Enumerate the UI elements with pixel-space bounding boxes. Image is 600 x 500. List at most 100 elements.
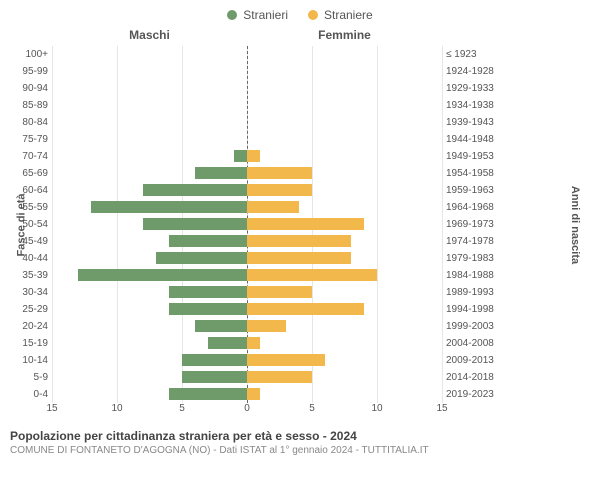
bar-left-container — [52, 182, 247, 199]
bar-right-container — [247, 131, 442, 148]
chart-row: 20-241999-2003 — [0, 318, 506, 335]
bars-cell — [52, 199, 442, 216]
bars-cell — [52, 301, 442, 318]
x-tick: 15 — [436, 403, 447, 414]
y-axis-label-right: Anni di nascita — [569, 185, 581, 263]
bar-female — [247, 303, 364, 315]
bars-cell — [52, 267, 442, 284]
chart-subtitle: COMUNE DI FONTANETO D'AGOGNA (NO) - Dati… — [10, 445, 590, 456]
x-tick: 5 — [179, 403, 185, 414]
age-label: 40-44 — [0, 253, 52, 264]
bar-female — [247, 184, 312, 196]
chart-row: 35-391984-1988 — [0, 267, 506, 284]
bar-right-container — [247, 301, 442, 318]
bar-male — [182, 354, 247, 366]
population-pyramid-chart: Stranieri Straniere Maschi Femmine Fasce… — [0, 0, 600, 500]
bar-right-container — [247, 199, 442, 216]
bar-right-container — [247, 165, 442, 182]
bars-cell — [52, 352, 442, 369]
age-label: 50-54 — [0, 219, 52, 230]
x-tick: 5 — [309, 403, 315, 414]
bars-cell — [52, 182, 442, 199]
chart-footer: Popolazione per cittadinanza straniera p… — [10, 429, 590, 456]
birth-year-label: 1979-1983 — [442, 253, 506, 264]
birth-year-label: 1974-1978 — [442, 236, 506, 247]
chart-row: 25-291994-1998 — [0, 301, 506, 318]
bar-female — [247, 269, 377, 281]
bar-female — [247, 337, 260, 349]
chart-title: Popolazione per cittadinanza straniera p… — [10, 429, 590, 443]
panel-titles: Maschi Femmine — [0, 28, 600, 42]
bar-male — [156, 252, 247, 264]
chart-row: 40-44 1979-1983 — [0, 250, 506, 267]
age-label: 15-19 — [0, 338, 52, 349]
birth-year-label: 2004-2008 — [442, 338, 506, 349]
bar-female — [247, 235, 351, 247]
bars-cell — [52, 335, 442, 352]
bar-female — [247, 354, 325, 366]
birth-year-label: 1929-1933 — [442, 83, 506, 94]
bar-left-container — [52, 131, 247, 148]
bar-male — [143, 218, 247, 230]
bar-left-container — [52, 284, 247, 301]
birth-year-label: 2009-2013 — [442, 355, 506, 366]
birth-year-label: 1924-1928 — [442, 66, 506, 77]
age-label: 95-99 — [0, 66, 52, 77]
bar-right-container — [247, 182, 442, 199]
birth-year-label: 1964-1968 — [442, 202, 506, 213]
bars-cell — [52, 148, 442, 165]
bars-cell — [52, 46, 442, 63]
chart-row: 50-541969-1973 — [0, 216, 506, 233]
bar-left-container — [52, 97, 247, 114]
age-label: 65-69 — [0, 168, 52, 179]
chart-row: 80-841939-1943 — [0, 114, 506, 131]
chart-row: 60-641959-1963 — [0, 182, 506, 199]
bar-right-container — [247, 46, 442, 63]
bars-cell — [52, 386, 442, 403]
age-label: 70-74 — [0, 151, 52, 162]
bars-cell — [52, 318, 442, 335]
bar-female — [247, 371, 312, 383]
bar-male — [143, 184, 247, 196]
bar-right-container — [247, 114, 442, 131]
age-label: 30-34 — [0, 287, 52, 298]
bars-cell — [52, 250, 442, 267]
bar-female — [247, 201, 299, 213]
bar-left-container — [52, 250, 247, 267]
bar-right-container — [247, 386, 442, 403]
bar-male — [195, 320, 247, 332]
bar-left-container — [52, 352, 247, 369]
bar-left-container — [52, 369, 247, 386]
age-label: 0-4 — [0, 389, 52, 400]
bar-male — [234, 150, 247, 162]
bars-cell — [52, 97, 442, 114]
bar-right-container — [247, 97, 442, 114]
bar-female — [247, 252, 351, 264]
bar-right-container — [247, 318, 442, 335]
age-label: 55-59 — [0, 202, 52, 213]
bars-cell — [52, 165, 442, 182]
bar-male — [169, 388, 247, 400]
birth-year-label: 1959-1963 — [442, 185, 506, 196]
age-label: 25-29 — [0, 304, 52, 315]
bar-right-container — [247, 250, 442, 267]
bars-cell — [52, 80, 442, 97]
bar-left-container — [52, 216, 247, 233]
birth-year-label: 1954-1958 — [442, 168, 506, 179]
bar-left-container — [52, 318, 247, 335]
bar-right-container — [247, 80, 442, 97]
bar-female — [247, 286, 312, 298]
bars-cell — [52, 284, 442, 301]
chart-grid: 100+≤ 192395-991924-192890-941929-193385… — [0, 46, 506, 403]
bar-left-container — [52, 148, 247, 165]
birth-year-label: 1989-1993 — [442, 287, 506, 298]
birth-year-label: 2019-2023 — [442, 389, 506, 400]
birth-year-label: 1944-1948 — [442, 134, 506, 145]
age-label: 85-89 — [0, 100, 52, 111]
gridline — [442, 46, 443, 403]
chart-row: 30-34 1989-1993 — [0, 284, 506, 301]
bar-female — [247, 150, 260, 162]
chart-row: 100+≤ 1923 — [0, 46, 506, 63]
bars-cell — [52, 233, 442, 250]
bar-left-container — [52, 199, 247, 216]
